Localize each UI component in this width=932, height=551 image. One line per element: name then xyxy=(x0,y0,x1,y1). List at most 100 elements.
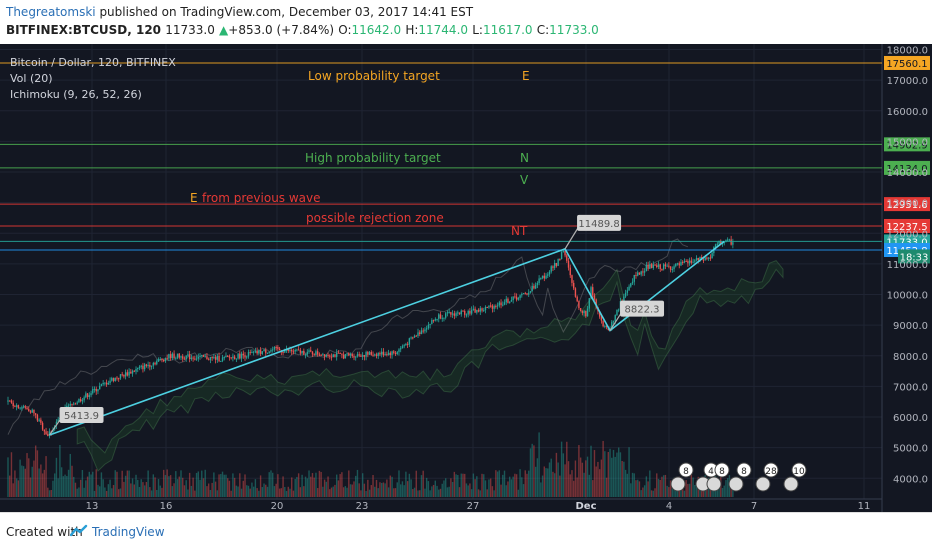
volume-bar xyxy=(375,479,378,497)
candle-body xyxy=(515,296,518,300)
volume-bar xyxy=(465,483,468,497)
candle-body xyxy=(571,275,573,283)
candle-body xyxy=(98,385,101,390)
author-link[interactable]: Thegreatomski xyxy=(6,5,96,19)
volume-bar xyxy=(344,486,347,497)
volume-bar xyxy=(398,470,400,497)
volume-bar xyxy=(462,473,464,497)
candle-body xyxy=(557,259,559,266)
candle-body xyxy=(213,357,215,359)
candle-body xyxy=(467,310,469,315)
volume-bar xyxy=(175,471,177,497)
candle-body xyxy=(358,354,360,356)
candle-body xyxy=(605,325,608,327)
candle-body xyxy=(682,262,684,264)
candle-body xyxy=(182,356,184,359)
volume-bar xyxy=(341,472,343,497)
candle-body xyxy=(714,244,717,248)
volume-bar xyxy=(598,469,601,497)
volume-bar xyxy=(450,478,452,497)
candle-body xyxy=(643,271,646,273)
callout-box xyxy=(620,300,665,317)
volume-bar xyxy=(69,453,71,497)
price-change: +853.0 (+7.84%) xyxy=(228,23,335,37)
candle-body xyxy=(626,290,629,293)
candle-body xyxy=(732,242,734,245)
volume-bar xyxy=(67,469,70,497)
flag-badge-icon xyxy=(670,476,686,492)
candle-body xyxy=(382,351,385,356)
volume-bar xyxy=(363,483,366,497)
volume-bar xyxy=(227,478,229,497)
candle-body xyxy=(330,356,333,358)
volume-bar xyxy=(406,481,409,497)
candle-body xyxy=(271,349,274,351)
candle-body xyxy=(564,250,566,256)
candle-body xyxy=(496,305,499,307)
volume-bar xyxy=(123,481,125,497)
candle-body xyxy=(367,352,369,355)
volume-bar xyxy=(597,461,599,497)
candle-body xyxy=(289,349,291,351)
volume-bar xyxy=(180,470,182,497)
volume-bar xyxy=(327,476,329,497)
candle-body xyxy=(521,293,523,296)
candle-body xyxy=(140,365,142,367)
candle-body xyxy=(666,265,668,267)
candle-body xyxy=(400,348,402,350)
volume-bar xyxy=(488,479,490,497)
candle-body xyxy=(683,261,686,263)
volume-bar xyxy=(263,483,265,497)
candle-body xyxy=(93,388,96,390)
volume-bar xyxy=(441,483,443,497)
candle-body xyxy=(339,353,341,355)
candle-body xyxy=(425,328,428,330)
volume-bar xyxy=(420,475,423,497)
candle-body xyxy=(602,320,604,327)
volume-bar xyxy=(541,475,544,497)
candle-body xyxy=(541,275,544,279)
volume-bar xyxy=(209,489,212,497)
volume-bar xyxy=(143,485,146,497)
volume-bar xyxy=(365,490,367,497)
volume-bar xyxy=(74,482,77,497)
candle-body xyxy=(199,355,201,357)
volume-bar xyxy=(273,486,276,497)
volume-bar xyxy=(607,452,610,497)
volume-bar xyxy=(666,485,668,497)
price-chart[interactable]: 17560.1 14902.9 14134.0 12951.6 12237.5 11733… xyxy=(0,44,932,512)
volume-bar xyxy=(384,483,386,497)
candle-body xyxy=(688,260,691,264)
volume-bar xyxy=(275,483,277,497)
count-badge xyxy=(763,462,779,478)
volume-bar xyxy=(382,482,385,497)
candle-body xyxy=(427,324,430,329)
chart-annotation: High probability target xyxy=(305,151,441,165)
volume-bar xyxy=(138,486,141,497)
volume-bar xyxy=(493,490,495,497)
candle-body xyxy=(131,370,134,374)
volume-bar xyxy=(429,490,431,497)
candle-body xyxy=(462,310,464,312)
candle-body xyxy=(112,378,115,381)
y-tick-label: 14000.0 xyxy=(887,168,928,179)
volume-bar xyxy=(559,475,561,497)
volume-bar xyxy=(52,480,54,497)
volume-bar xyxy=(194,490,196,497)
volume-bar xyxy=(17,480,20,497)
candle-body xyxy=(356,354,359,357)
volume-bar xyxy=(225,474,227,497)
volume-bar xyxy=(216,490,219,497)
volume-bar xyxy=(555,452,558,497)
candle-body xyxy=(71,403,73,405)
volume-bar xyxy=(185,480,187,497)
candle-body xyxy=(363,355,366,357)
candle-body xyxy=(206,356,208,360)
chart-area[interactable]: 17560.1 14902.9 14134.0 12951.6 12237.5 11733… xyxy=(0,44,932,512)
high-label: H: xyxy=(405,23,419,37)
tradingview-link[interactable]: TradingView xyxy=(92,525,165,539)
candle-body xyxy=(417,332,419,336)
candle-body xyxy=(104,382,106,384)
candle-body xyxy=(374,354,376,356)
candle-body xyxy=(166,358,168,360)
